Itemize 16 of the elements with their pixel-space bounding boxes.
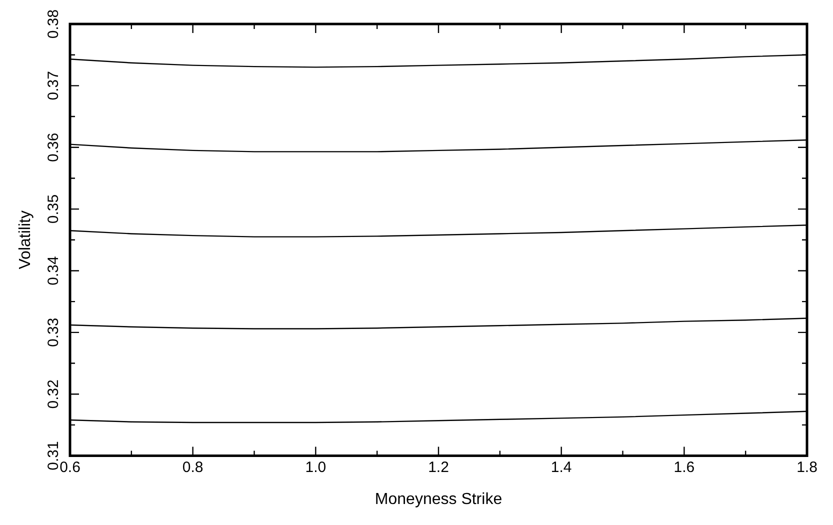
- y-tick-label: 0.35: [45, 194, 62, 224]
- x-tick-label: 1.8: [796, 458, 818, 476]
- y-tick-label: 0.33: [45, 318, 62, 348]
- x-tick-label: 0.8: [182, 458, 204, 476]
- y-axis-title: Volatility: [17, 210, 34, 270]
- x-tick-label: 1.4: [550, 458, 572, 476]
- x-axis-title: Moneyness Strike: [374, 490, 502, 508]
- x-tick-label: 1.2: [428, 458, 449, 476]
- y-tick-label: 0.34: [45, 256, 62, 286]
- x-tick-label: 1.6: [674, 458, 695, 476]
- x-tick-label: 1.0: [305, 458, 326, 476]
- y-tick-label: 0.32: [45, 380, 62, 409]
- y-tick-label: 0.38: [45, 9, 62, 39]
- y-tick-label: 0.36: [45, 132, 62, 162]
- x-tick-label: 0.6: [60, 458, 80, 476]
- y-tick-label: 0.37: [45, 71, 62, 100]
